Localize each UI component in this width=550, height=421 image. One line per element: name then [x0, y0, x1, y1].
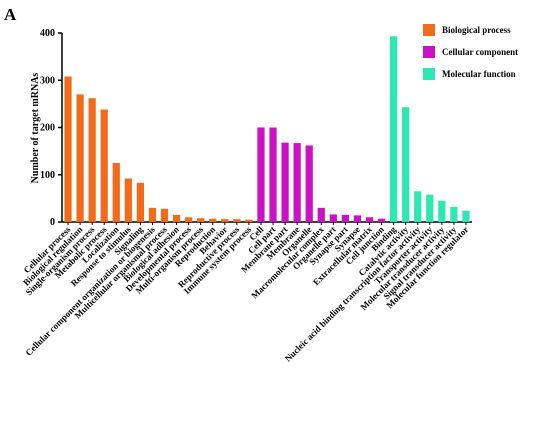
legend-label: Cellular component	[442, 47, 518, 57]
bar	[402, 107, 410, 222]
legend-label: Biological process	[442, 25, 511, 35]
y-tick-label: 100	[40, 170, 55, 181]
bar	[281, 142, 289, 222]
bar	[377, 218, 386, 222]
bar	[233, 219, 241, 222]
y-tick-label: 400	[40, 28, 55, 39]
bar	[209, 218, 217, 222]
bar	[172, 214, 181, 222]
bar	[450, 206, 458, 222]
legend-label: Molecular function	[442, 69, 516, 79]
bar	[160, 208, 169, 222]
bar	[124, 178, 132, 222]
y-tick-label: 0	[50, 217, 55, 228]
bar	[329, 214, 337, 222]
bar	[462, 210, 470, 222]
y-tick-label: 300	[40, 75, 55, 86]
bar	[269, 127, 277, 222]
bar	[365, 217, 374, 222]
bar	[305, 145, 313, 222]
bar	[197, 218, 205, 222]
bar	[136, 182, 144, 222]
bar	[245, 219, 253, 222]
bar	[100, 109, 108, 222]
legend-swatch	[423, 68, 435, 80]
bar	[353, 215, 362, 222]
bar	[257, 127, 265, 222]
bar	[317, 207, 325, 222]
bar	[88, 98, 96, 222]
bar	[293, 143, 301, 222]
legend-swatch	[423, 24, 435, 36]
bar	[112, 162, 120, 222]
bar	[414, 191, 422, 222]
bar	[390, 36, 398, 223]
bar	[426, 194, 434, 222]
bar	[438, 200, 446, 222]
bar	[76, 94, 84, 222]
bar	[148, 207, 157, 222]
bar	[185, 217, 193, 222]
bar	[64, 76, 72, 222]
legend-swatch	[423, 46, 435, 58]
panel-label: A	[4, 5, 17, 24]
bar	[221, 219, 229, 222]
y-axis-label: Number of target mRNAs	[30, 73, 41, 184]
bar	[341, 214, 349, 222]
y-tick-label: 200	[40, 123, 55, 134]
